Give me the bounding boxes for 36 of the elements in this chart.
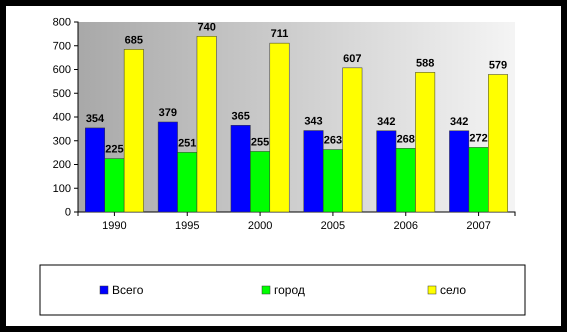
x-tick-label: 2007 bbox=[466, 220, 491, 232]
y-tick-label: 600 bbox=[52, 64, 71, 76]
data-label: 685 bbox=[124, 34, 144, 46]
x-tick-label: 1995 bbox=[175, 220, 200, 232]
x-tick-label: 2000 bbox=[248, 220, 272, 232]
y-tick-label: 200 bbox=[52, 159, 71, 172]
legend-label: село bbox=[440, 283, 466, 297]
data-label: 740 bbox=[197, 21, 216, 34]
legend-label: город bbox=[274, 283, 305, 297]
data-label: 342 bbox=[377, 116, 396, 128]
data-label: 379 bbox=[158, 106, 178, 119]
y-tick-label: 800 bbox=[52, 16, 71, 29]
data-label: 711 bbox=[270, 28, 288, 40]
data-label: 251 bbox=[178, 137, 196, 150]
y-tick-label: 300 bbox=[52, 135, 71, 148]
x-tick-label: 2005 bbox=[320, 220, 346, 232]
y-tick-label: 500 bbox=[52, 88, 71, 100]
y-tick-label: 100 bbox=[52, 182, 71, 195]
data-label: 579 bbox=[488, 59, 508, 72]
data-label: 607 bbox=[343, 52, 362, 65]
data-label: 343 bbox=[304, 116, 323, 128]
data-label: 365 bbox=[231, 110, 250, 122]
data-label: 225 bbox=[105, 144, 124, 156]
data-label: 263 bbox=[324, 134, 342, 147]
data-label: 342 bbox=[450, 116, 468, 128]
y-tick-label: 400 bbox=[52, 112, 71, 124]
data-label: 354 bbox=[86, 112, 106, 125]
data-label: 272 bbox=[469, 132, 488, 144]
x-tick-label: 2006 bbox=[394, 220, 418, 232]
data-label: 588 bbox=[416, 57, 434, 70]
data-label: 268 bbox=[396, 133, 415, 146]
x-tick-label: 1990 bbox=[102, 220, 127, 232]
y-tick-label: 0 bbox=[64, 206, 71, 219]
data-label: 255 bbox=[250, 136, 270, 148]
y-tick-label: 700 bbox=[52, 40, 71, 52]
legend-label: Всего bbox=[112, 283, 144, 297]
